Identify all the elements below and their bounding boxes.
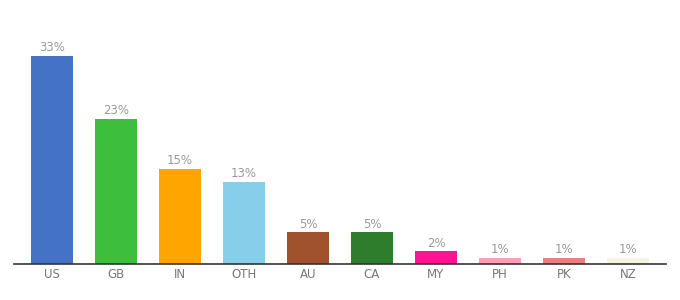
Text: 33%: 33% <box>39 41 65 54</box>
Text: 15%: 15% <box>167 154 193 167</box>
Bar <box>607 258 649 264</box>
Bar <box>31 56 73 264</box>
Bar <box>95 119 137 264</box>
Text: 23%: 23% <box>103 104 129 117</box>
Text: 5%: 5% <box>362 218 381 230</box>
Bar <box>415 251 457 264</box>
Text: 1%: 1% <box>491 243 509 256</box>
Text: 1%: 1% <box>619 243 637 256</box>
Bar <box>287 232 329 264</box>
Bar <box>159 169 201 264</box>
Text: 5%: 5% <box>299 218 318 230</box>
Bar <box>479 258 521 264</box>
Text: 1%: 1% <box>555 243 573 256</box>
Text: 2%: 2% <box>426 237 445 250</box>
Bar <box>543 258 585 264</box>
Bar <box>351 232 393 264</box>
Text: 13%: 13% <box>231 167 257 180</box>
Bar <box>223 182 265 264</box>
